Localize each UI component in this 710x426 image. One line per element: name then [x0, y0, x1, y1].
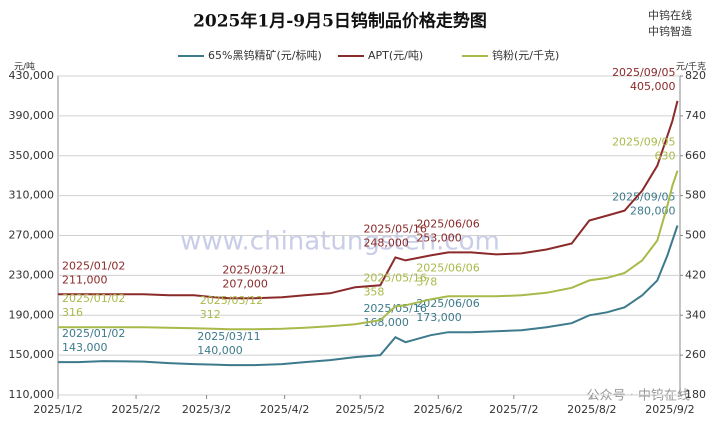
- y-tick-label: 430,000: [9, 69, 55, 82]
- annotation-value: 378: [416, 275, 437, 288]
- annotation-date: 2025/06/06: [416, 297, 479, 310]
- annotation-date: 2025/09/05: [612, 191, 675, 204]
- legend-label: 钨粉(元/千克): [492, 49, 559, 62]
- y2-tick-label: 420: [685, 268, 706, 281]
- series-line: [58, 225, 679, 367]
- x-tick-label: 2025/9/2: [645, 403, 694, 416]
- series-line: [58, 170, 679, 331]
- x-tick-label: 2025/1/2: [33, 403, 82, 416]
- annotation-date: 2025/01/02: [62, 292, 125, 305]
- y-tick-label: 310,000: [9, 189, 55, 202]
- annotation-value: 211,000: [62, 273, 108, 286]
- y2-tick-label: 180: [685, 388, 706, 401]
- y2-axis-label: 元/千克: [676, 62, 706, 73]
- y2-tick-label: 660: [685, 149, 706, 162]
- y-tick-label: 190,000: [9, 308, 55, 321]
- annotation-date: 2025/06/06: [416, 217, 479, 230]
- annotation-date: 2025/03/11: [197, 330, 260, 343]
- series-line: [58, 100, 679, 300]
- annotation-value: 143,000: [62, 341, 108, 354]
- y2-tick-label: 740: [685, 109, 706, 122]
- annotation-value: 316: [62, 306, 83, 319]
- legend-label: 65%黑钨精矿(元/标吨): [208, 48, 322, 62]
- x-tick-label: 2025/8/2: [567, 403, 616, 416]
- y-tick-label: 390,000: [9, 109, 55, 122]
- y-tick-label: 150,000: [9, 348, 55, 361]
- annotation-date: 2025/05/16: [363, 271, 426, 284]
- y2-tick-label: 820: [685, 69, 706, 82]
- brand-label: 中钨智造: [648, 24, 692, 38]
- x-tick-label: 2025/7/2: [489, 403, 538, 416]
- annotation-date: 2025/05/16: [363, 302, 426, 315]
- legend-label: APT(元/吨): [368, 49, 423, 62]
- annotation-date: 2025/01/02: [62, 259, 125, 272]
- chart-title: 2025年1月-9月5日钨制品价格走势图: [193, 11, 487, 32]
- annotation-date: 2025/09/05: [612, 66, 675, 79]
- annotation-value: 358: [363, 285, 384, 298]
- brand-label: 中钨在线: [648, 8, 692, 22]
- y-tick-label: 230,000: [9, 268, 55, 281]
- y2-tick-label: 260: [685, 348, 706, 361]
- watermark: www.chinatungsten.com: [180, 227, 500, 257]
- x-tick-label: 2025/3/2: [182, 403, 231, 416]
- y2-tick-label: 340: [685, 308, 706, 321]
- annotation-value: 253,000: [416, 231, 462, 244]
- annotation-value: 207,000: [222, 277, 268, 290]
- annotation-date: 2025/06/06: [416, 261, 479, 274]
- annotation-value: 630: [654, 150, 675, 163]
- annotation-value: 140,000: [197, 344, 243, 357]
- x-tick-label: 2025/5/2: [335, 403, 384, 416]
- y-tick-label: 270,000: [9, 229, 55, 242]
- y2-tick-label: 580: [685, 189, 706, 202]
- y2-tick-label: 500: [685, 229, 706, 242]
- annotation-value: 168,000: [363, 316, 409, 329]
- x-tick-label: 2025/4/2: [260, 403, 309, 416]
- y-tick-label: 350,000: [9, 149, 55, 162]
- annotation-value: 405,000: [630, 80, 676, 93]
- x-tick-label: 2025/2/2: [111, 403, 160, 416]
- annotation-date: 2025/01/02: [62, 327, 125, 340]
- annotation-date: 2025/05/16: [363, 222, 426, 235]
- annotation-date: 2025/03/12: [200, 294, 263, 307]
- annotation-value: 248,000: [363, 236, 409, 249]
- y-tick-label: 110,000: [9, 388, 55, 401]
- x-tick-label: 2025/6/2: [414, 403, 463, 416]
- annotation-value: 173,000: [416, 311, 462, 324]
- annotation-date: 2025/09/05: [612, 136, 675, 149]
- annotation-date: 2025/03/21: [222, 263, 285, 276]
- annotation-value: 312: [200, 308, 221, 321]
- y-axis-label: 元/吨: [14, 61, 35, 73]
- annotation-value: 280,000: [630, 205, 676, 218]
